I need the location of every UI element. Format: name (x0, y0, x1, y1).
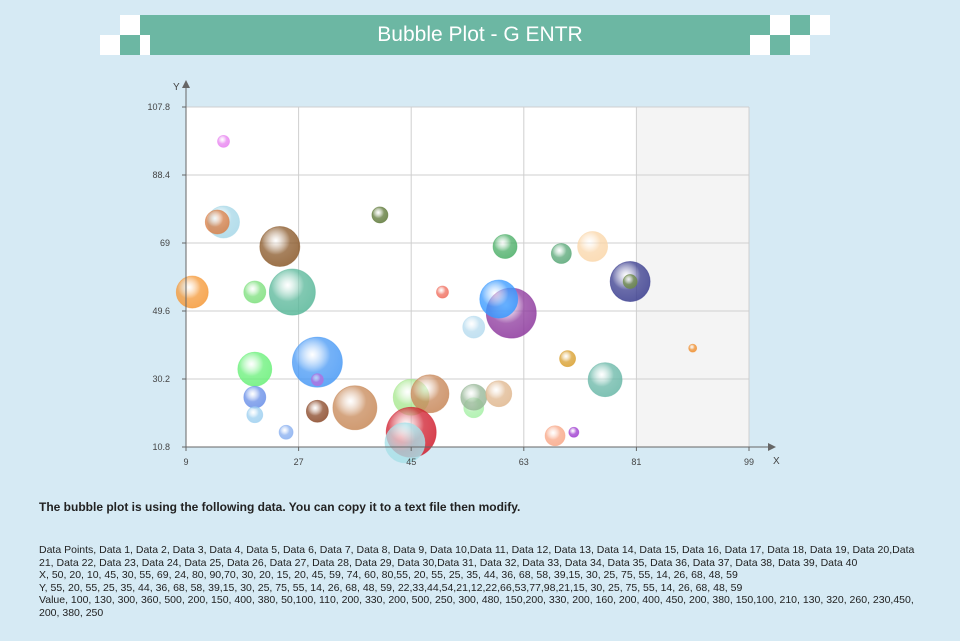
bubble (550, 243, 572, 264)
banner-square (100, 35, 120, 55)
bubble (485, 380, 513, 408)
banner-square (770, 15, 790, 35)
y-tick-label: 107.8 (147, 102, 170, 112)
banner-square (750, 35, 770, 55)
bubble (462, 315, 486, 339)
x-tick-label: 99 (744, 457, 754, 467)
bubble (384, 422, 426, 464)
x-tick-label: 63 (519, 457, 529, 467)
plot-area-shade (637, 107, 749, 447)
banner-square (120, 15, 140, 35)
bubbles (175, 134, 698, 464)
bubble (310, 373, 324, 387)
bubble (217, 134, 230, 148)
y-tick-label: 69 (160, 238, 170, 248)
banner-square (790, 35, 810, 55)
bubble (204, 209, 230, 235)
x-axis-arrow (768, 443, 776, 451)
bubble (568, 426, 580, 438)
bubble (436, 285, 449, 299)
banner-square (790, 15, 810, 35)
bubble (291, 336, 343, 388)
x-tick-label: 27 (294, 457, 304, 467)
axes: X Y (173, 80, 780, 467)
bubble (305, 399, 329, 423)
value-line: Value, 100, 130, 300, 360, 500, 200, 150… (39, 594, 914, 619)
banner-square (120, 35, 140, 55)
bubble (492, 234, 518, 259)
y-axis-label: Y (173, 82, 180, 93)
y-tick-label: 30.2 (152, 374, 170, 384)
x-tick-label: 45 (406, 457, 416, 467)
y-axis-arrow (182, 80, 190, 88)
x-tick-label: 9 (183, 457, 188, 467)
title-banner: Bubble Plot - G ENTR (0, 0, 960, 70)
bubble-chart: X Y 9 27 45 63 81 99 10.8 30.2 49.6 69 88.4 107.8 (147, 80, 780, 467)
data-note: The bubble plot is using the following d… (39, 500, 521, 514)
data-block: Data Points, Data 1, Data 2, Data 3, Dat… (39, 544, 924, 619)
bubble (544, 425, 566, 447)
data-points-line: Data Points, Data 1, Data 2, Data 3, Dat… (39, 544, 915, 569)
banner-square (770, 35, 790, 55)
bubble (246, 406, 264, 424)
bubble (332, 385, 378, 431)
bubble (243, 280, 267, 304)
page-title: Bubble Plot - G ENTR (377, 23, 583, 46)
bubble (243, 385, 267, 409)
bubble (278, 424, 294, 440)
bubble (559, 350, 576, 368)
y-tick-label: 88.4 (152, 170, 170, 180)
bubble (479, 279, 519, 319)
bubble (577, 231, 609, 262)
tick-labels: 9 27 45 63 81 99 10.8 30.2 49.6 69 88.4 107.8 (147, 102, 754, 467)
y-values-line: Y, 55, 20, 55, 25, 35, 44, 36, 68, 58, 3… (39, 581, 743, 594)
bubble (622, 274, 638, 289)
y-tick-label: 10.8 (152, 442, 170, 452)
bubble (268, 268, 316, 316)
bubble (688, 343, 698, 353)
bubble (237, 351, 273, 387)
bubble (410, 374, 450, 414)
bubble (460, 383, 488, 411)
banner-square (810, 15, 830, 35)
bubble (371, 206, 389, 224)
bubble (259, 226, 301, 267)
y-tick-label: 49.6 (152, 306, 170, 316)
x-values-line: X, 50, 20, 10, 45, 30, 55, 69, 24, 80, 9… (39, 569, 738, 581)
banner-bar (150, 15, 810, 55)
x-axis-label: X (773, 456, 780, 467)
x-tick-label: 81 (631, 457, 641, 467)
bubble (587, 362, 623, 398)
bubble (175, 275, 209, 309)
